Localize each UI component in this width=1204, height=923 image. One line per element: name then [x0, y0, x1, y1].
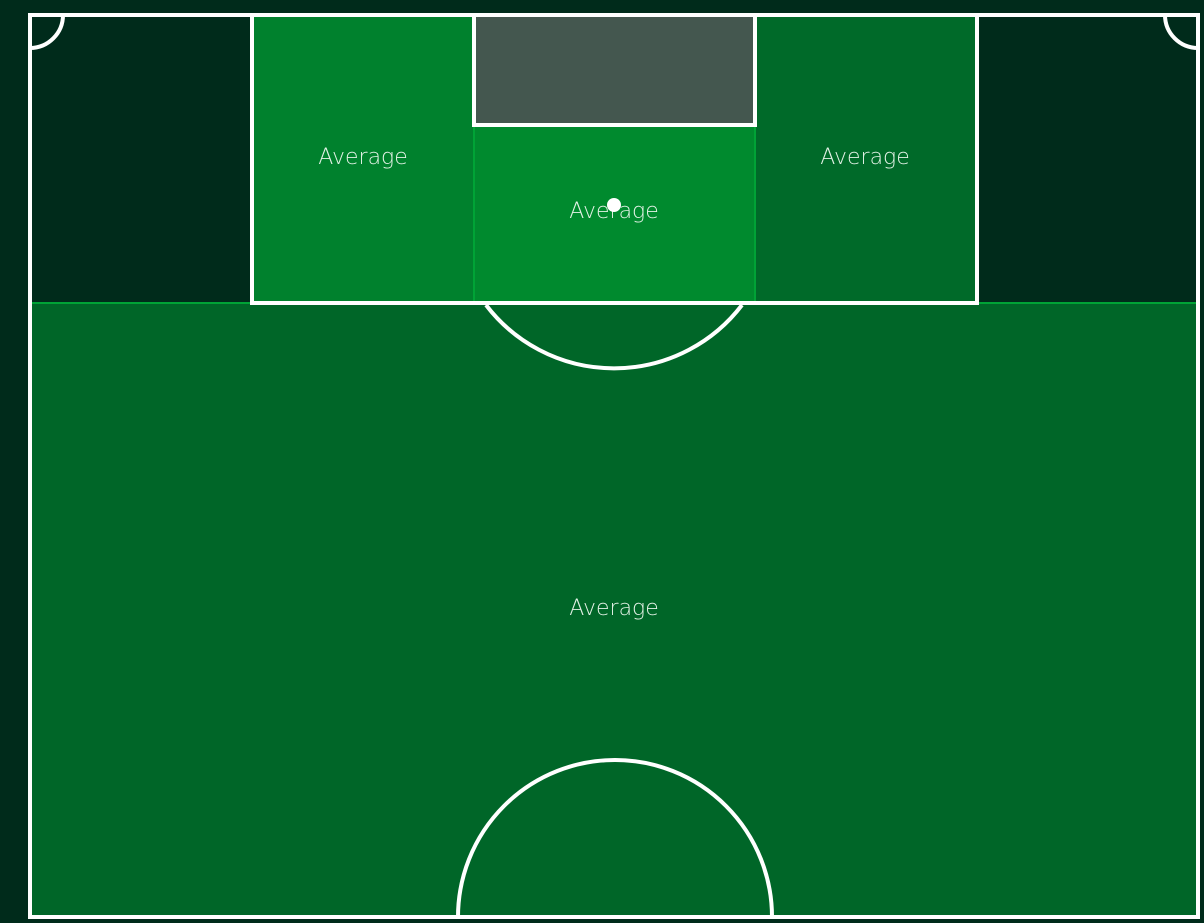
zone-label: Average: [318, 145, 408, 170]
penalty-arc: [484, 303, 744, 371]
zone-left-box[interactable]: [252, 15, 474, 303]
corner-arc: [29, 14, 65, 50]
zone-right-box[interactable]: [755, 15, 977, 303]
zone-label: Average: [820, 145, 910, 170]
zone-center-box[interactable]: [473, 124, 756, 304]
center-circle: [456, 758, 774, 918]
penalty-spot: [607, 198, 621, 212]
pitch-outline: [28, 13, 1200, 919]
zone-label: Average: [569, 596, 659, 621]
zone-bottom[interactable]: [30, 303, 1198, 917]
goal-area: [474, 15, 755, 125]
corner-arc: [1163, 14, 1199, 50]
